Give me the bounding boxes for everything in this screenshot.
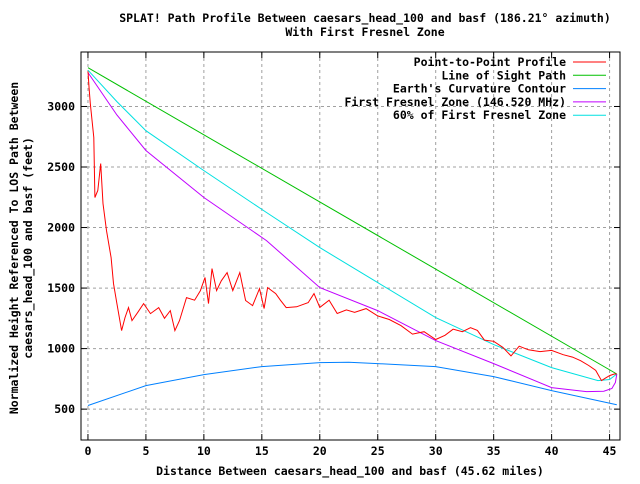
x-tick-label: 5 bbox=[142, 444, 149, 458]
series-line-4 bbox=[87, 69, 618, 382]
legend-label: First Fresnel Zone (146.520 MHz) bbox=[344, 95, 566, 109]
legend-label: Point-to-Point Profile bbox=[414, 55, 566, 69]
y-tick-label: 1000 bbox=[47, 342, 75, 356]
x-tick-label: 10 bbox=[197, 444, 211, 458]
x-tick-label: 30 bbox=[429, 444, 443, 458]
series-line-1 bbox=[87, 67, 618, 375]
series-line-2 bbox=[87, 361, 617, 406]
grid bbox=[81, 52, 620, 440]
x-axis-label: Distance Between caesars_head_100 and ba… bbox=[156, 464, 544, 479]
x-tick-label: 15 bbox=[255, 444, 269, 458]
legend-label: 60% of First Fresnel Zone bbox=[393, 108, 566, 122]
chart-subtitle: With First Fresnel Zone bbox=[285, 25, 444, 39]
x-tick-label: 45 bbox=[603, 444, 617, 458]
y-tick-label: 2000 bbox=[47, 221, 75, 235]
y-tick-label: 1500 bbox=[47, 281, 75, 295]
axis-ticks: 0 5 10 15 20 25 30 35 40 45 500 1000 1500 2000 2500 300… bbox=[47, 52, 620, 458]
x-tick-label: 40 bbox=[545, 444, 559, 458]
y-axis-label-line2: caesars_head_100 and basf (feet) bbox=[21, 137, 36, 359]
series-line-3 bbox=[87, 72, 618, 393]
legend-label: Earth's Curvature Contour bbox=[393, 82, 566, 96]
series-line-0 bbox=[87, 71, 617, 382]
chart-title: SPLAT! Path Profile Between caesars_head… bbox=[119, 11, 611, 26]
x-tick-label: 0 bbox=[84, 444, 91, 458]
x-tick-label: 35 bbox=[487, 444, 501, 458]
y-axis-label-line1: Normalized Height Referenced To LOS Path… bbox=[7, 82, 21, 414]
plot-frame bbox=[80, 51, 621, 441]
legend-label: Line of Sight Path bbox=[441, 68, 566, 82]
y-tick-label: 2500 bbox=[47, 160, 75, 174]
x-tick-label: 20 bbox=[313, 444, 327, 458]
y-tick-label: 3000 bbox=[47, 99, 75, 113]
x-tick-label: 25 bbox=[371, 444, 385, 458]
y-tick-label: 500 bbox=[54, 402, 75, 416]
series-lines bbox=[87, 67, 618, 406]
